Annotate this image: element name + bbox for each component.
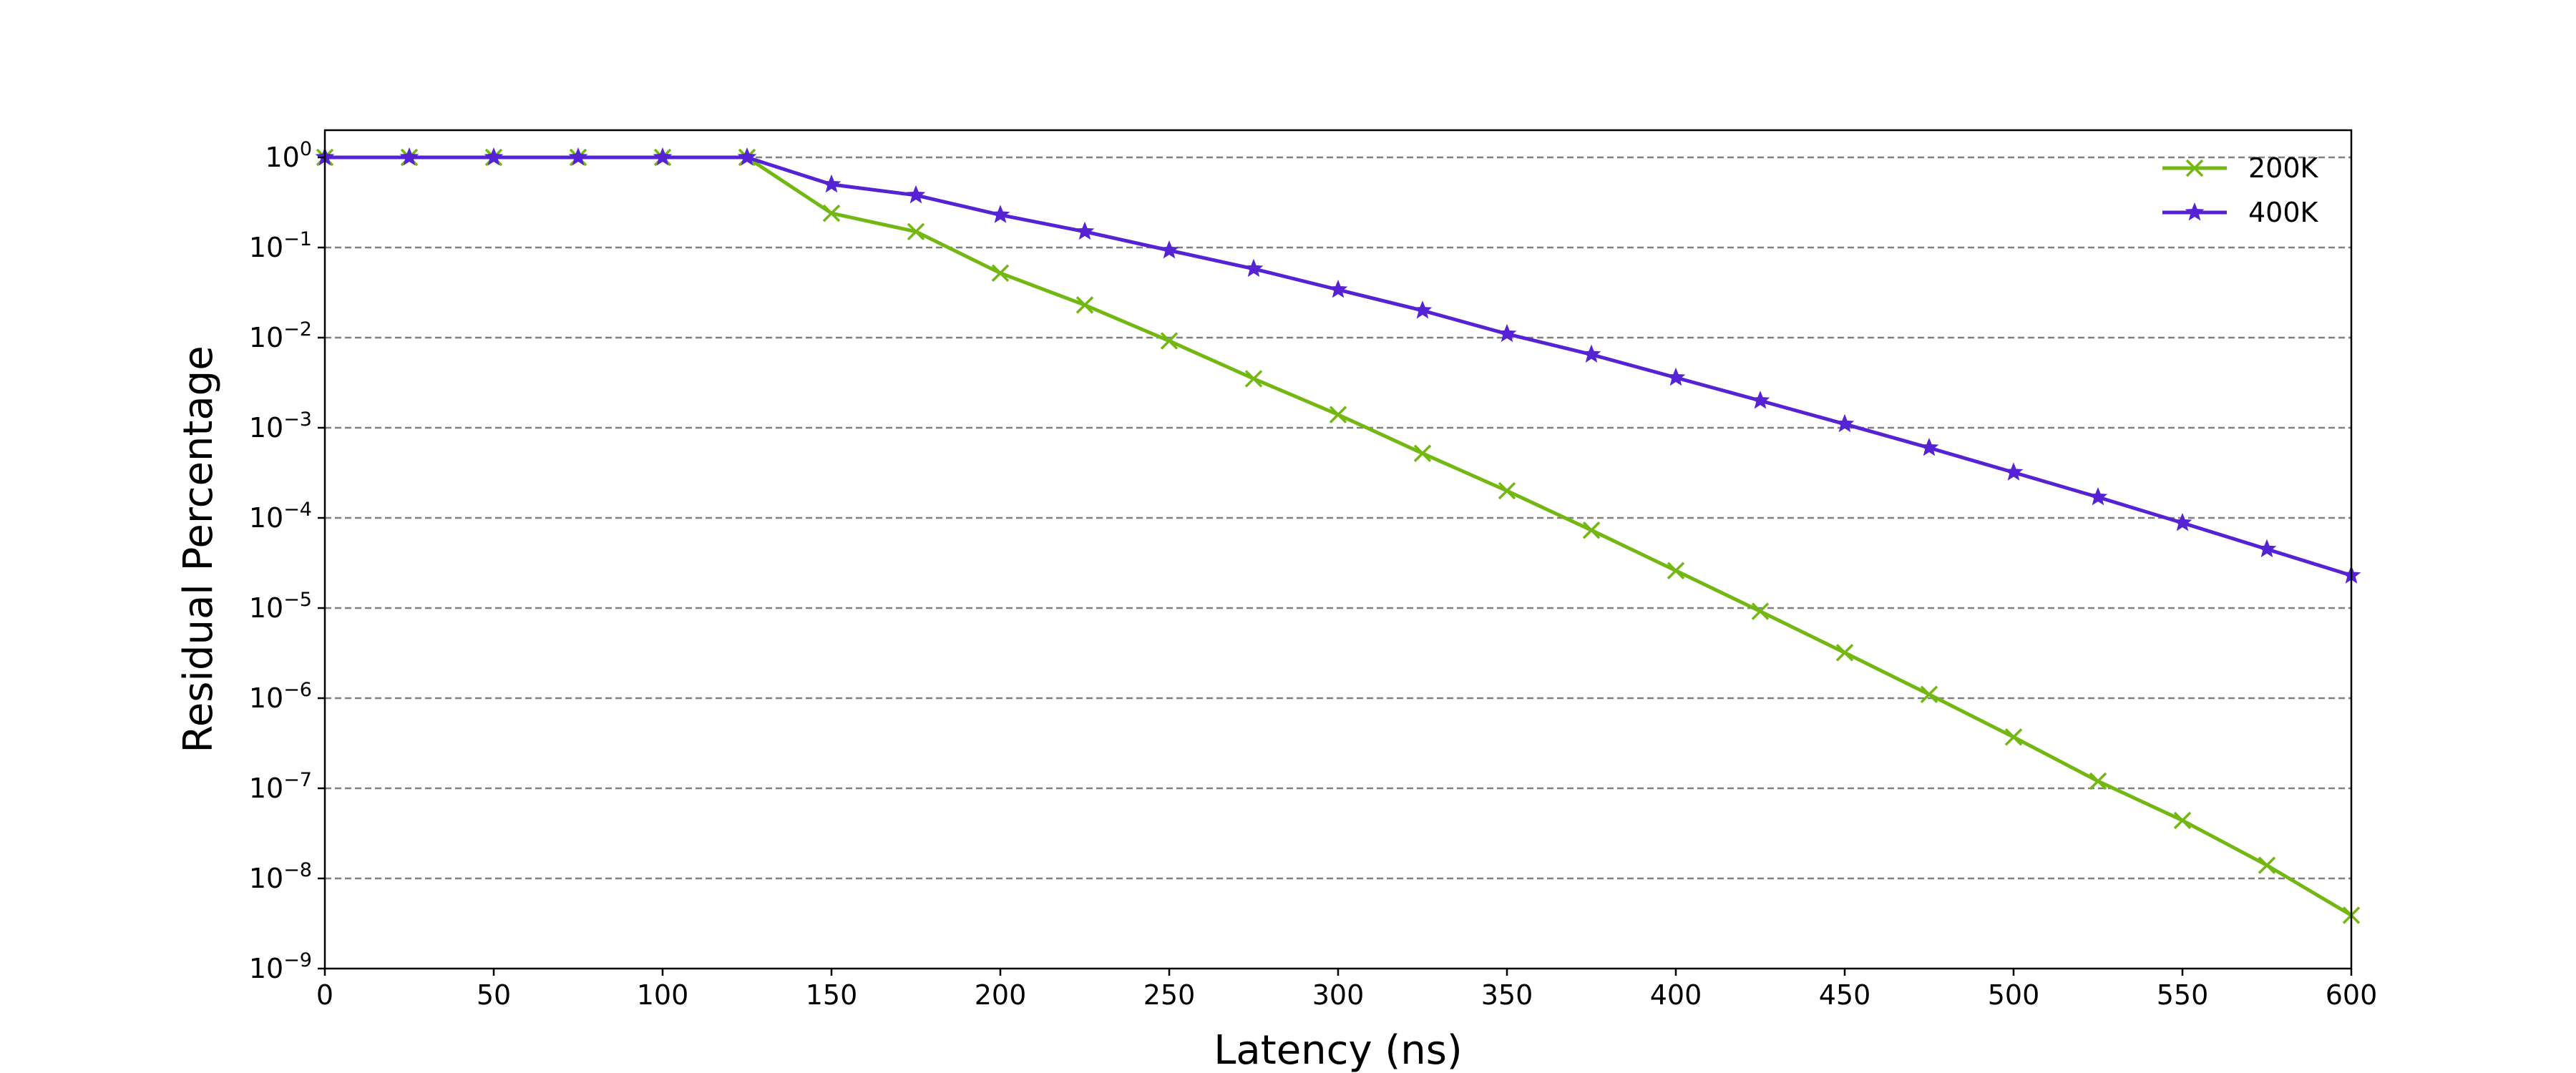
data-point [1075, 221, 1095, 240]
data-point [1581, 344, 1601, 363]
data-point [1329, 406, 1347, 423]
data-point [907, 222, 925, 241]
x-tick-label: 100 [637, 979, 689, 1011]
data-point [1835, 413, 1855, 433]
x-tick-label: 0 [316, 979, 333, 1011]
y-tick-label: 10−9 [249, 949, 312, 984]
data-point [2258, 856, 2276, 874]
data-point [484, 147, 504, 166]
y-tick-label: 10−1 [249, 228, 312, 263]
data-point [1751, 602, 1770, 620]
x-tick-label: 450 [1819, 979, 1871, 1011]
data-point [1919, 437, 1939, 456]
data-point [653, 147, 673, 166]
data-point [2172, 512, 2192, 531]
x-tick-label: 50 [477, 979, 511, 1011]
data-point [1413, 300, 1433, 319]
data-point [822, 204, 841, 222]
y-tick-label: 10−8 [249, 859, 312, 894]
legend-item: 200K [2162, 152, 2319, 184]
data-point [1413, 444, 1432, 463]
y-tick-label: 10−5 [249, 589, 312, 624]
data-point [2004, 462, 2024, 481]
y-tick-label: 10−7 [249, 769, 312, 804]
data-point [2089, 772, 2107, 790]
y-tick-label: 100 [265, 138, 312, 173]
x-tick-label: 150 [806, 979, 858, 1011]
legend-marker [2185, 202, 2205, 221]
data-point [991, 264, 1010, 283]
y-tick-label: 10−4 [249, 499, 312, 534]
y-tick-label: 10−3 [249, 408, 312, 444]
legend: 200K 400K [2162, 152, 2319, 228]
data-point [1244, 370, 1263, 388]
data-point [1498, 481, 1516, 500]
x-tick-label: 250 [1143, 979, 1196, 1011]
axis-ticks: 100 10−1 10−2 10−3 10−4 10−5 10−6 10−7 10−8 10−90… [249, 138, 2377, 1011]
legend-label: 200K [2248, 152, 2319, 184]
grid-lines [325, 156, 2351, 880]
data-point [2173, 811, 2192, 830]
data-point [906, 185, 926, 204]
data-point [568, 147, 588, 166]
data-point [1075, 296, 1094, 314]
x-tick-label: 550 [2157, 979, 2209, 1011]
y-tick-label: 10−2 [249, 318, 312, 353]
x-tick-label: 400 [1650, 979, 1702, 1011]
data-point [1244, 258, 1264, 278]
data-point [399, 147, 419, 166]
data-point [1667, 562, 1685, 579]
y-axis-title: Residual Percentage [175, 346, 222, 753]
data-point [1497, 323, 1517, 343]
data-point [1582, 521, 1601, 539]
data-point [1160, 332, 1179, 350]
x-tick-label: 300 [1312, 979, 1365, 1011]
series-layer [315, 147, 2361, 924]
data-point [821, 174, 841, 193]
x-tick-label: 350 [1481, 979, 1533, 1011]
series-400K [315, 147, 2361, 584]
legend-label: 400K [2248, 197, 2319, 228]
data-point [1666, 367, 1686, 386]
x-tick-label: 200 [975, 979, 1027, 1011]
x-tick-label: 500 [1988, 979, 2040, 1011]
legend-item: 400K [2162, 197, 2319, 228]
data-point [1159, 240, 1179, 259]
data-point [1835, 644, 1854, 662]
data-point [2004, 728, 2023, 746]
legend-marker [2185, 159, 2204, 177]
data-point [1750, 391, 1770, 409]
data-point [1328, 279, 1348, 298]
x-axis-title: Latency (ns) [1214, 1027, 1463, 1073]
y-tick-label: 10−6 [249, 679, 312, 714]
data-point [2088, 486, 2108, 506]
data-point [1920, 685, 1938, 704]
data-point [990, 205, 1010, 223]
x-tick-label: 600 [2326, 979, 2378, 1011]
data-point [2257, 539, 2277, 558]
data-point [737, 147, 757, 166]
